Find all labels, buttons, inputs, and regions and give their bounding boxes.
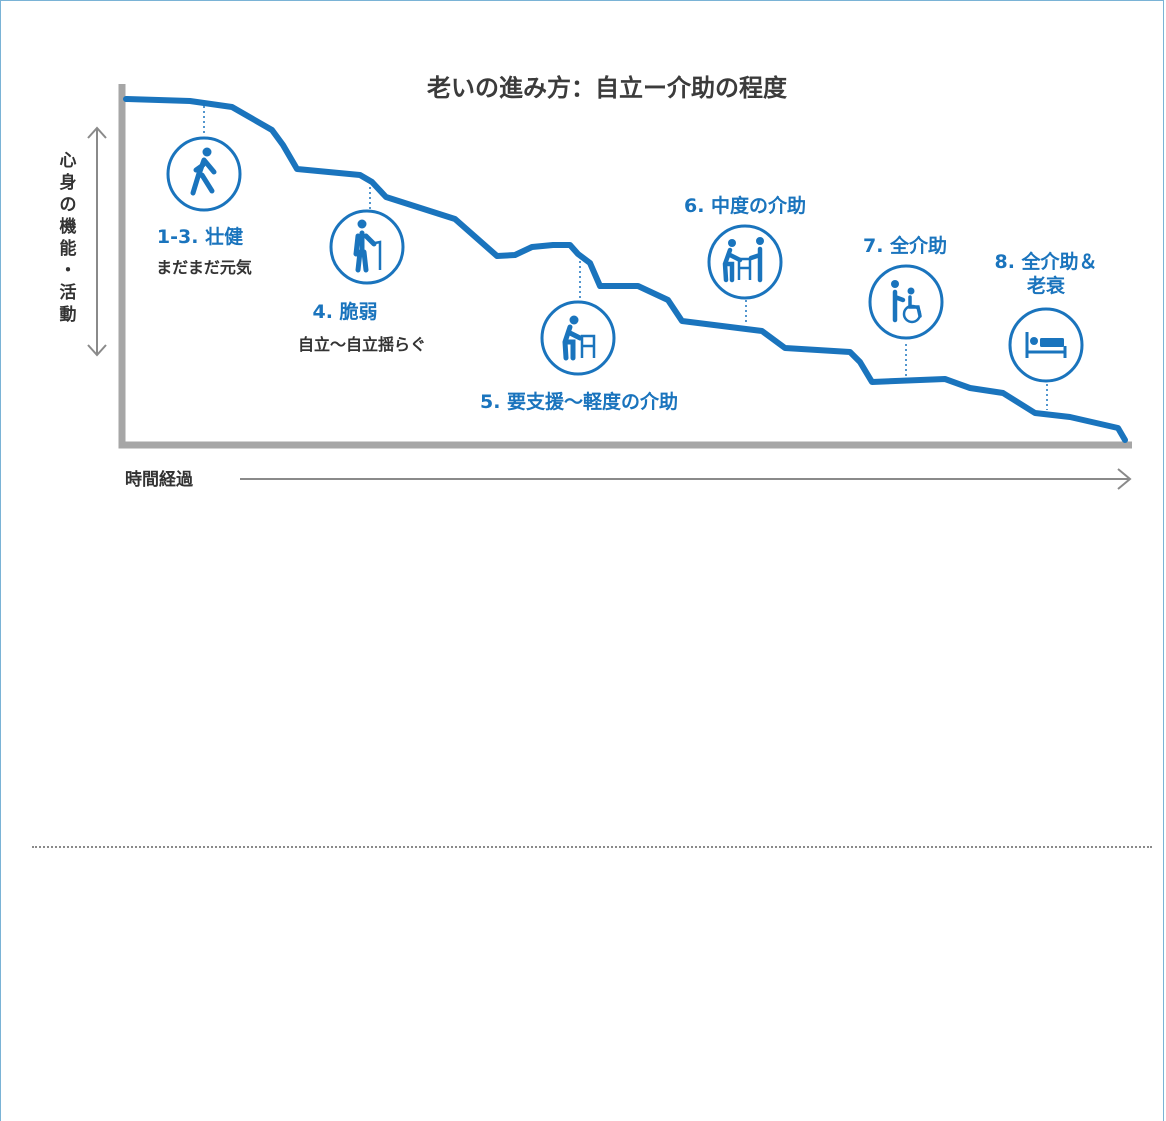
stage-1-3: 1-3. 壮健 まだまだ元気 bbox=[156, 136, 252, 277]
svg-text:動: 動 bbox=[60, 304, 77, 325]
x-axis-label: 時間経過 bbox=[125, 469, 194, 490]
stage-8: 8. 全介助＆ 老衰 bbox=[994, 250, 1098, 383]
stage-7-icon-circle bbox=[868, 264, 944, 340]
person-with-walker-icon bbox=[562, 315, 596, 361]
stage-1-3-sublabel: まだまだ元気 bbox=[156, 258, 252, 277]
diagram-title: 老いの進み方：自立ー介助の程度 bbox=[427, 74, 788, 102]
stage-4: 4. 脆弱 自立〜自立揺らぐ bbox=[298, 209, 426, 354]
svg-text:機: 機 bbox=[60, 216, 77, 237]
connector-lines bbox=[203, 106, 1048, 410]
stage-7: 7. 全介助 bbox=[863, 234, 947, 340]
person-with-cane-icon bbox=[353, 219, 382, 273]
stage-6: 6. 中度の介助 bbox=[684, 194, 806, 300]
stage-5-label: 5. 要支援〜軽度の介助 bbox=[480, 390, 678, 413]
stage-8-label-line2: 老衰 bbox=[1027, 274, 1066, 297]
svg-text:・: ・ bbox=[60, 261, 77, 281]
stage-4-icon-circle bbox=[329, 209, 405, 285]
stage-1-3-label: 1-3. 壮健 bbox=[157, 225, 243, 248]
axes-frame bbox=[118, 84, 1132, 449]
stage-6-icon-circle bbox=[707, 224, 783, 300]
x-axis-arrow bbox=[240, 468, 1132, 490]
svg-text:能: 能 bbox=[60, 238, 77, 259]
stage-4-label: 4. 脆弱 bbox=[312, 300, 377, 323]
dotted-divider bbox=[32, 846, 1152, 848]
caregiver-with-wheelchair-icon bbox=[891, 280, 922, 324]
stage-8-label-line1: 8. 全介助＆ bbox=[994, 250, 1097, 273]
walking-person-icon bbox=[190, 147, 217, 196]
svg-text:の: の bbox=[60, 195, 77, 215]
y-axis-double-arrow bbox=[87, 126, 107, 357]
svg-text:心: 心 bbox=[60, 151, 77, 171]
stage-4-sublabel: 自立〜自立揺らぐ bbox=[298, 335, 426, 354]
decline-curve bbox=[123, 96, 1128, 443]
svg-text:活: 活 bbox=[60, 282, 77, 303]
caregiver-assisting-walker-icon bbox=[722, 237, 764, 283]
stage-6-label: 6. 中度の介助 bbox=[684, 194, 806, 217]
stage-7-label: 7. 全介助 bbox=[863, 234, 947, 257]
person-in-bed-icon bbox=[1025, 332, 1067, 358]
stage-5: 5. 要支援〜軽度の介助 bbox=[480, 300, 678, 413]
svg-text:身: 身 bbox=[60, 172, 77, 193]
y-axis-label: 心 身 の 機 能 ・ 活 動 bbox=[60, 151, 77, 325]
